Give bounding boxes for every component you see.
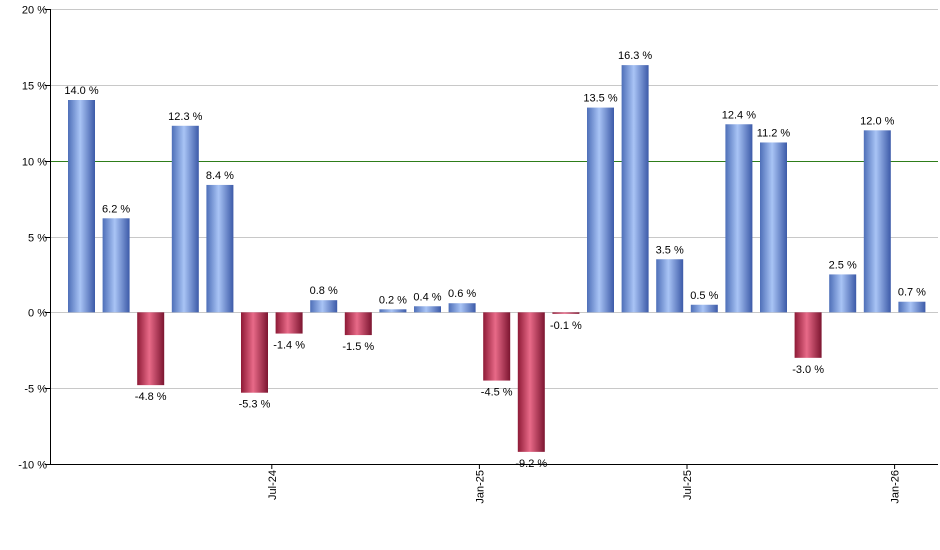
bar-positive: [898, 301, 926, 313]
bar-positive: [725, 124, 753, 313]
bar-negative: [275, 312, 303, 334]
data-label: 11.2 %: [757, 127, 791, 139]
data-label: 0.6 %: [448, 288, 476, 300]
data-label: 0.7 %: [898, 287, 926, 299]
y-tick-labels: 20 % 15 % 10 % 5 % 0 % -5 % -10 %: [18, 5, 47, 472]
data-label: -3.0 %: [792, 364, 824, 376]
data-label: 13.5 %: [583, 93, 617, 105]
data-label: 0.8 %: [310, 285, 338, 297]
bar-positive: [621, 65, 649, 313]
bar-negative: [344, 312, 372, 336]
data-label: 12.0 %: [860, 115, 894, 127]
bar-positive: [863, 130, 891, 313]
data-label: -4.8 %: [135, 391, 167, 403]
x-tick-label: Jul-25: [682, 470, 694, 500]
x-tick-label: Jan-26: [890, 470, 902, 504]
bar-positive: [760, 142, 787, 313]
x-tick-labels: Jul-24 Jan-25 Jul-25 Jan-26: [267, 470, 902, 504]
y-tick-label: 15 %: [22, 81, 47, 93]
bar-negative: [552, 312, 580, 314]
bar-positive: [206, 184, 234, 313]
bars: [68, 65, 926, 452]
data-label: -5.3 %: [239, 399, 271, 411]
y-tick-label: 10 %: [22, 157, 47, 169]
data-label: -9.2 %: [515, 458, 547, 470]
y-tick-label: 0 %: [28, 308, 47, 320]
data-label: -4.5 %: [481, 387, 513, 399]
data-label: 16.3 %: [618, 50, 652, 62]
bar-positive: [829, 274, 857, 313]
data-label: -0.1 %: [550, 320, 582, 332]
bar-positive: [310, 300, 338, 313]
bar-positive: [656, 259, 684, 313]
axes: [45, 9, 938, 469]
bar-positive: [68, 100, 95, 313]
data-label: 0.5 %: [690, 290, 718, 302]
data-label: -1.5 %: [342, 341, 374, 353]
data-label: 8.4 %: [206, 170, 234, 182]
bar-negative: [241, 312, 268, 393]
bar-positive: [414, 306, 441, 313]
bar-negative: [794, 312, 822, 358]
y-tick-label: 5 %: [28, 233, 47, 245]
y-tick-label: 20 %: [22, 5, 47, 17]
y-tick-label: -5 %: [24, 384, 47, 396]
x-tick-label: Jul-24: [267, 470, 279, 500]
data-label: 12.3 %: [168, 111, 202, 123]
data-label: 0.4 %: [413, 291, 441, 303]
data-label: 2.5 %: [829, 259, 857, 271]
data-label: 14.0 %: [64, 85, 98, 97]
bar-positive: [448, 303, 476, 313]
data-label: 6.2 %: [102, 203, 130, 215]
bar-positive: [379, 309, 407, 313]
bar-negative: [517, 312, 545, 452]
bar-negative: [137, 312, 165, 386]
bar-positive: [102, 218, 130, 313]
data-label: 0.2 %: [379, 294, 407, 306]
bar-negative: [483, 312, 511, 381]
data-label: -1.4 %: [273, 340, 305, 352]
bar-positive: [171, 125, 199, 313]
x-tick-label: Jan-25: [474, 470, 486, 504]
data-label: 12.4 %: [722, 109, 756, 121]
bar-positive: [690, 304, 718, 313]
y-tick-label: -10 %: [18, 460, 47, 472]
bar-positive: [587, 107, 614, 313]
data-label: 3.5 %: [656, 244, 684, 256]
data-labels: 14.0 % 6.2 % -4.8 % 12.3 % 8.4 % -5.3 % -1.4 %…: [64, 50, 926, 470]
